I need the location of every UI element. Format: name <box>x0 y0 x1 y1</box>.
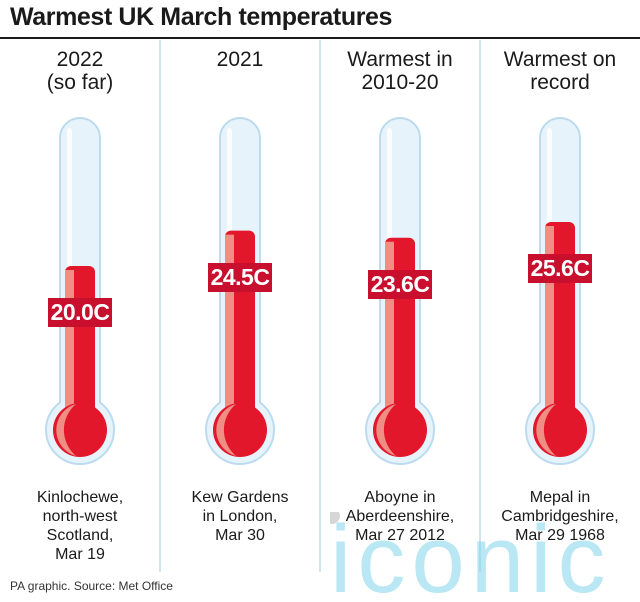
column-divider <box>319 40 321 572</box>
value-label: 25.6C <box>480 254 640 283</box>
value-label-text: 24.5C <box>207 262 273 292</box>
location-line: Scotland, <box>46 527 114 544</box>
value-label: 20.0C <box>0 298 160 327</box>
location-caption: Mepal in Cambridgeshire, Mar 29 1968 <box>480 488 640 545</box>
location-line: in London, <box>202 508 278 525</box>
location-line: Mar 29 1968 <box>515 527 605 544</box>
heading-line: 2010-20 <box>361 71 439 94</box>
mercury-shade <box>65 270 74 430</box>
location-line: Kinlochewe, <box>36 489 124 506</box>
value-label: 24.5C <box>160 262 320 292</box>
location-caption: Aboyne in Aberdeenshire, Mar 27 2012 <box>320 488 480 545</box>
heading-line: (so far) <box>46 71 114 94</box>
heading-line: record <box>530 71 590 94</box>
location-caption: Kew Gardens in London, Mar 30 <box>160 488 320 545</box>
location-line: Mar 19 <box>55 546 105 563</box>
column-divider <box>479 40 481 572</box>
heading-line: Warmest in <box>347 48 453 71</box>
thermometer-column: 2021 24.5C Kew Gardens in London, Mar 30 <box>160 40 320 572</box>
watermark-text: iconic <box>330 512 611 598</box>
source-note: PA graphic. Source: Met Office <box>10 579 173 593</box>
thermometer-column: 2022 (so far) 20.0C Kinlochewe, north-west Sc… <box>0 40 160 572</box>
column-divider <box>159 40 161 572</box>
column-heading: 2022 (so far) <box>0 48 160 94</box>
heading-line: 2021 <box>216 48 264 71</box>
column-heading: Warmest on record <box>480 48 640 94</box>
value-label-text: 20.0C <box>47 298 113 327</box>
location-line: Mepal in <box>529 489 591 506</box>
watermark-dot <box>330 512 340 524</box>
column-heading: Warmest in 2010-20 <box>320 48 480 94</box>
mercury-shade <box>545 226 554 430</box>
thermometer-graphic <box>45 117 115 465</box>
iconic-watermark: iconic <box>330 512 611 598</box>
location-line: Aboyne in <box>364 489 436 506</box>
mercury-bulb-shade <box>56 404 76 456</box>
mercury-bulb-shade <box>376 404 396 456</box>
mercury-bulb-shade <box>536 404 556 456</box>
value-label-text: 25.6C <box>527 254 593 283</box>
chart-title: Warmest UK March temperatures <box>10 3 393 31</box>
column-heading: 2021 <box>160 48 320 71</box>
location-line: Kew Gardens <box>191 489 289 506</box>
value-label-text: 23.6C <box>367 269 433 299</box>
location-line: Mar 27 2012 <box>355 527 445 544</box>
heading-line: Warmest on <box>503 48 617 71</box>
thermometer-graphic <box>525 117 595 465</box>
location-line: Mar 30 <box>215 527 265 544</box>
location-caption: Kinlochewe, north-west Scotland, Mar 19 <box>0 488 160 564</box>
location-line: north-west <box>42 508 118 525</box>
heading-line: 2022 <box>56 48 104 71</box>
thermometer-column: Warmest in 2010-20 23.6C Aboyne in Aberdeens… <box>320 40 480 572</box>
mercury-bulb-shade <box>216 404 236 456</box>
location-line: Aberdeenshire, <box>345 508 455 525</box>
value-label: 23.6C <box>320 269 480 299</box>
mercury-shade <box>225 234 234 430</box>
thermometer-column: Warmest on record 25.6C Mepal in Cambridgesh… <box>480 40 640 572</box>
location-line: Cambridgeshire, <box>501 508 619 525</box>
mercury-shade <box>385 241 394 430</box>
title-rule <box>0 37 640 39</box>
